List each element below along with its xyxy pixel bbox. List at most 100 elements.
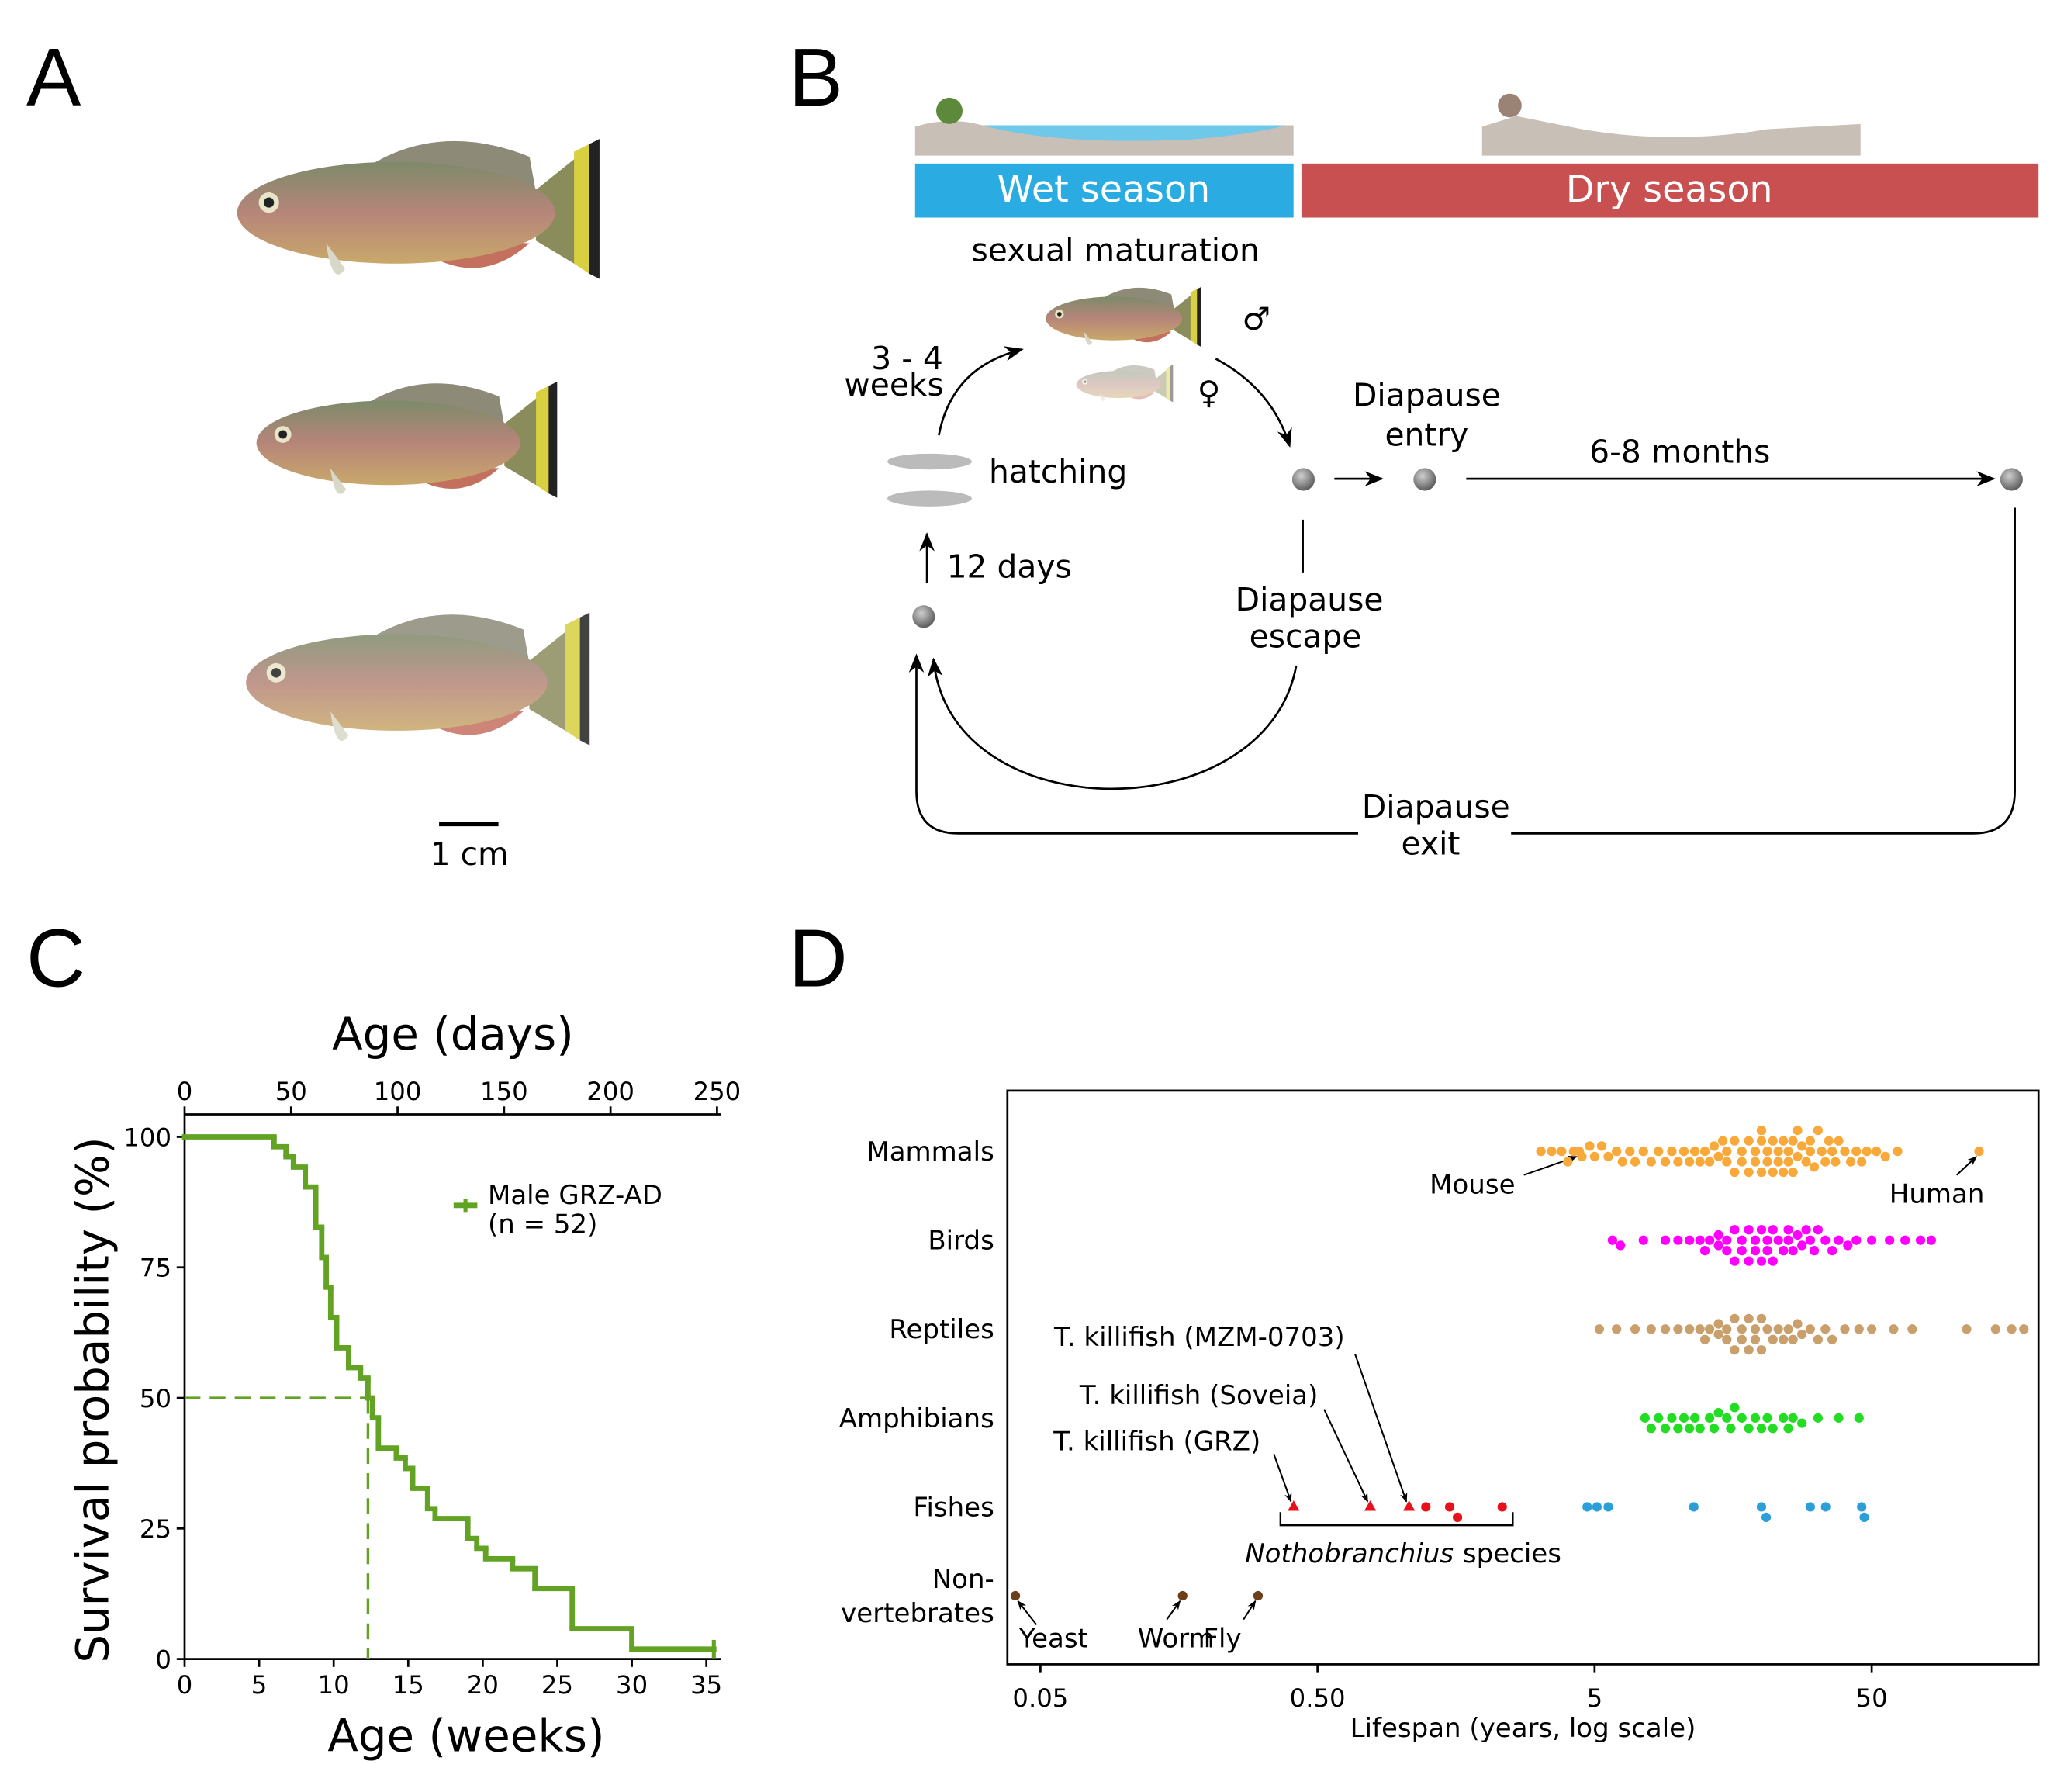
data-point	[1737, 1246, 1747, 1256]
data-point	[1756, 1424, 1767, 1434]
y-axis-label: Survival probability (%)	[66, 1136, 119, 1662]
x2-tick-label: 50	[275, 1077, 307, 1106]
y-tick-label: 0	[155, 1645, 171, 1675]
annotation-arrow	[1166, 1600, 1181, 1621]
data-point	[1730, 1313, 1740, 1323]
time-label: weeks	[844, 366, 943, 403]
annotation: Yeast	[1018, 1623, 1088, 1654]
data-point	[1797, 1240, 1807, 1251]
data-point	[1750, 1246, 1761, 1256]
data-point	[1730, 1403, 1740, 1413]
data-point	[1834, 1413, 1844, 1423]
y-tick-label: Amphibians	[839, 1403, 994, 1434]
data-point	[1253, 1590, 1264, 1601]
data-point	[1557, 1147, 1567, 1157]
data-point	[1744, 1424, 1754, 1434]
data-point	[1547, 1147, 1557, 1157]
data-point	[1805, 1324, 1815, 1334]
data-point	[1793, 1319, 1803, 1329]
x2-tick-label: 150	[480, 1077, 528, 1106]
egg	[1291, 468, 1315, 491]
data-point	[1730, 1167, 1740, 1178]
male-fish	[1046, 286, 1201, 348]
y-tick-label: 100	[123, 1123, 171, 1152]
x-tick-label: 25	[541, 1670, 573, 1700]
data-point	[1834, 1235, 1844, 1245]
fish-photo	[246, 612, 590, 746]
data-point	[1713, 1319, 1723, 1329]
time-label: 6-8 months	[1589, 434, 1770, 471]
x-tick-label: 50	[1856, 1683, 1888, 1713]
data-point	[1805, 1502, 1815, 1512]
data-point	[1768, 1334, 1778, 1344]
data-point	[1851, 1235, 1862, 1245]
stage-label: escape	[1250, 618, 1362, 656]
data-point	[1722, 1147, 1732, 1157]
data-point	[1654, 1147, 1664, 1157]
data-point	[1717, 1136, 1728, 1146]
data-point	[1990, 1324, 2000, 1334]
data-point	[1704, 1235, 1715, 1245]
data-point	[1744, 1225, 1754, 1235]
data-point	[1773, 1157, 1783, 1167]
data-point	[1497, 1502, 1507, 1512]
panel-label: A	[26, 33, 81, 123]
data-point	[1926, 1235, 1936, 1245]
data-point	[1737, 1334, 1747, 1344]
lifespan-chart: D 0.05 0.50 5 50 Lifespan (years, log scale) M…	[789, 914, 2040, 1744]
bracket-label: Nothobranchius species	[1245, 1538, 1561, 1569]
data-point	[1756, 1225, 1767, 1235]
data-point	[1744, 1345, 1754, 1355]
annotation: Mouse	[1430, 1170, 1515, 1201]
data-point	[1788, 1334, 1798, 1344]
data-point	[1762, 1147, 1772, 1157]
data-point	[1783, 1157, 1793, 1167]
data-point	[1768, 1424, 1778, 1434]
data-point	[1678, 1413, 1689, 1423]
data-point	[1834, 1136, 1844, 1146]
data-point	[1722, 1235, 1732, 1245]
annotation: T. killifish (GRZ)	[1053, 1426, 1260, 1457]
egg	[912, 605, 935, 628]
data-point	[1722, 1334, 1732, 1344]
season-label: Wet season	[997, 168, 1211, 211]
data-point	[1862, 1147, 1872, 1157]
data-point	[1779, 1334, 1789, 1344]
data-point	[1695, 1424, 1705, 1434]
data-point	[2007, 1324, 2017, 1334]
data-point	[1612, 1324, 1622, 1334]
data-point	[1713, 1408, 1723, 1418]
data-point	[1797, 1141, 1807, 1151]
data-point	[1788, 1413, 1798, 1423]
data-point	[1689, 1413, 1700, 1423]
data-point	[2019, 1324, 2029, 1334]
data-point	[1452, 1512, 1463, 1523]
data-point	[1646, 1424, 1656, 1434]
data-point	[1756, 1167, 1767, 1178]
data-point	[1779, 1167, 1789, 1178]
data-point	[1750, 1157, 1761, 1167]
data-point	[1827, 1147, 1837, 1157]
data-point	[1744, 1313, 1754, 1323]
data-point	[1820, 1324, 1831, 1334]
data-point	[1660, 1157, 1671, 1167]
data-point	[1788, 1246, 1798, 1256]
data-point	[1793, 1230, 1803, 1240]
data-point	[1750, 1235, 1761, 1245]
data-point	[1695, 1235, 1705, 1245]
y-tick-label: 75	[140, 1254, 171, 1283]
data-point	[1783, 1235, 1793, 1245]
data-point	[1673, 1324, 1683, 1334]
fish-photo	[237, 139, 600, 279]
survival-chart: C 0 5 10 15 20 25 30 35 0 50 100 150 200 250 0 25 50 75 100…	[26, 914, 741, 1763]
data-point	[1885, 1235, 1895, 1245]
data-point	[1607, 1235, 1618, 1245]
data-point	[1797, 1329, 1807, 1340]
data-point	[1722, 1246, 1732, 1256]
data-point	[1756, 1256, 1767, 1266]
stage-label: Diapause	[1362, 788, 1510, 825]
data-point	[1594, 1324, 1605, 1334]
data-point	[1820, 1157, 1831, 1167]
annotation-arrow	[1955, 1156, 1978, 1176]
data-point	[1596, 1141, 1607, 1151]
